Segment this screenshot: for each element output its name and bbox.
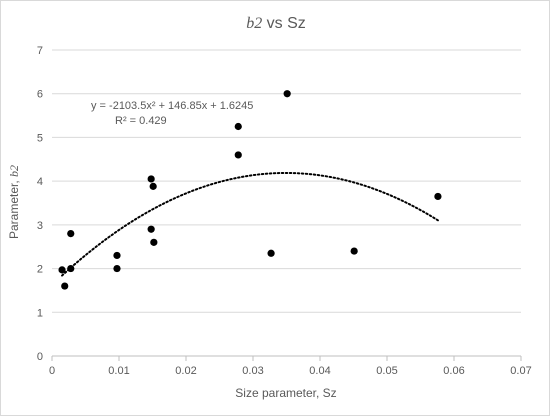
x-tick-label: 0.04 <box>309 365 330 377</box>
y-tick-label: 1 <box>37 307 43 319</box>
data-point <box>150 238 158 246</box>
axes <box>51 355 522 361</box>
data-point <box>149 182 157 190</box>
y-tick-label: 5 <box>37 132 43 144</box>
x-axis-title: Size parameter, Sz <box>235 386 336 400</box>
x-tick-label: 0.03 <box>242 365 263 377</box>
trendline-equation: y = -2103.5x² + 146.85x + 1.6245 <box>91 100 253 112</box>
data-point <box>58 266 66 274</box>
data-point <box>61 282 69 290</box>
y-tick-label: 7 <box>37 45 43 57</box>
data-point <box>113 251 121 260</box>
x-tick-label: 0.05 <box>376 365 397 377</box>
y-tick-labels: 0 1 2 3 4 5 6 7 <box>37 45 43 363</box>
y-tick-label: 0 <box>37 351 43 363</box>
data-point <box>147 175 155 183</box>
data-point <box>234 122 242 131</box>
x-tick-labels: 0 0.01 0.02 0.03 0.04 0.05 0.06 0.07 <box>49 365 532 377</box>
x-tick-label: 0.02 <box>175 365 196 377</box>
y-tick-label: 4 <box>37 176 43 188</box>
data-point <box>267 249 275 257</box>
y-tick-label: 6 <box>37 89 43 101</box>
chart-title: b2 vs Sz <box>246 15 306 32</box>
x-tick-label: 0.06 <box>443 365 464 377</box>
data-point <box>350 247 358 255</box>
x-tick-label: 0.01 <box>108 365 129 377</box>
y-tick-label: 2 <box>37 264 43 276</box>
x-tick-label: 0.07 <box>510 365 531 377</box>
grid-lines <box>52 49 521 313</box>
chart-title-variable: b2 <box>246 15 262 32</box>
data-point <box>234 151 242 159</box>
trendline-r2: R² = 0.429 <box>115 115 167 127</box>
data-point <box>283 90 291 98</box>
x-tick-label: 0 <box>49 365 55 377</box>
data-point <box>147 225 155 233</box>
trendline-group <box>61 171 439 277</box>
data-point <box>67 230 75 238</box>
y-axis-title-variable: b2 <box>7 165 21 177</box>
chart-title-rest: vs Sz <box>262 15 306 32</box>
data-point <box>434 192 442 201</box>
data-point <box>113 264 121 273</box>
data-points <box>58 90 442 290</box>
y-axis-title-prefix: Parameter, <box>7 177 21 239</box>
y-axis-title: Parameter, b2 <box>7 165 21 239</box>
trendline <box>61 171 439 277</box>
data-point <box>67 264 75 273</box>
y-tick-label: 3 <box>37 220 43 232</box>
